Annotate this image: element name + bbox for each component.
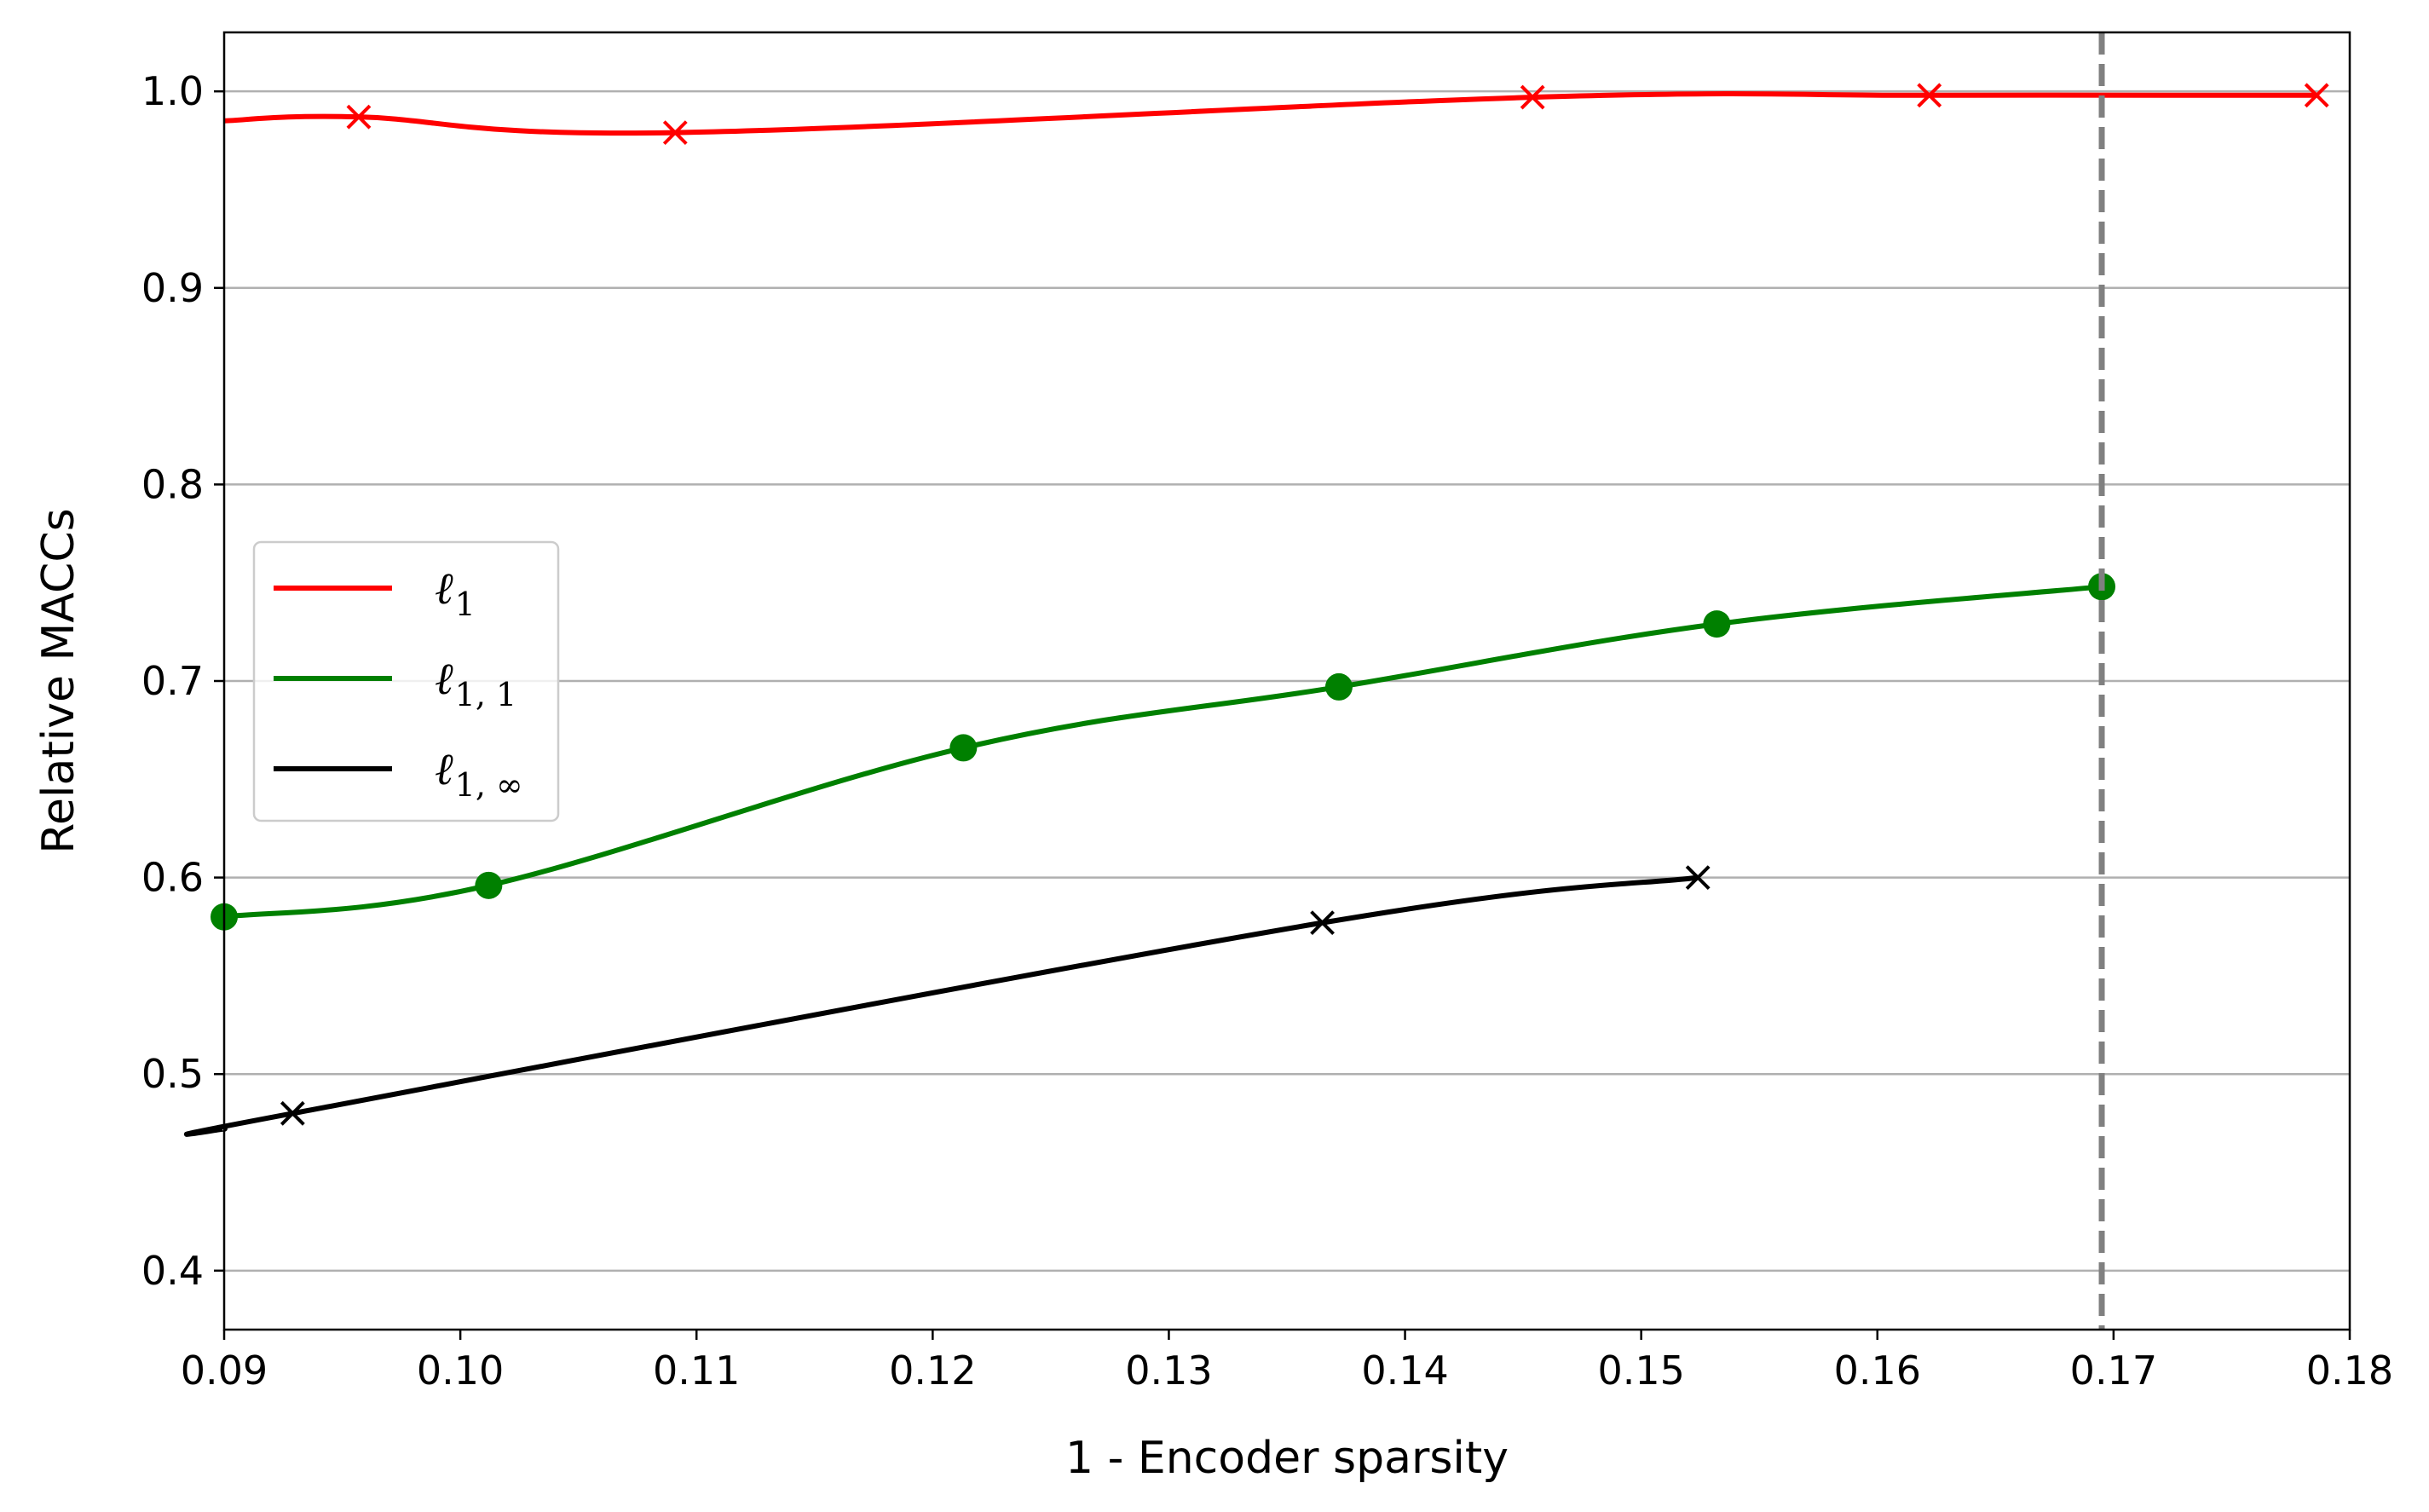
data-point [662,120,688,146]
y-tick-label: 0.9 [141,265,204,311]
data-point [1520,84,1545,110]
y-tick-label: 0.5 [141,1051,204,1097]
x-tick-label: 0.18 [2306,1348,2393,1394]
data-point [949,734,978,762]
y-tick-label: 0.4 [141,1248,204,1294]
legend-entry-base: ℓ [435,744,453,795]
y-axis-label: Relative MACCs [33,508,84,853]
legend-entry-base: ℓ [435,563,453,615]
axes: 0.4 0.5 0.6 0.7 0.8 0.9 1.0 0.09 0.10 0.11 0.12 0.1… [141,31,2393,1394]
data-point [1917,83,1942,108]
x-tick-label: 0.15 [1597,1348,1684,1394]
data-point [280,1100,305,1126]
series-line-1 [223,91,2317,136]
legend-box [252,540,560,822]
y-tick-label: 0.6 [141,855,204,901]
x-tick-label: 0.16 [1834,1348,1921,1394]
y-tick-label: 0.7 [141,658,204,704]
data-point [2304,83,2329,108]
grid [224,89,2350,1273]
legend-entry-subscript: 1, 1 [455,676,517,713]
series-line-3 [183,874,1699,1137]
x-tick-label: 0.17 [2070,1348,2157,1394]
x-tick-label: 0.11 [653,1348,740,1394]
data-point [1703,610,1731,638]
plot-area [183,32,2329,1330]
legend-entry-label: ℓ1 [435,563,476,623]
x-tick-label: 0.14 [1361,1348,1448,1394]
data-point [346,104,372,130]
legend-entry-subscript: 1 [455,586,476,623]
legend-entry-label: ℓ1, ∞ [435,744,523,804]
y-tick-label: 1.0 [141,68,204,114]
x-tick-label: 0.13 [1125,1348,1212,1394]
plot-frame [222,31,2351,1331]
legend-entry-base: ℓ [435,654,453,705]
data-point [1324,672,1353,701]
data-point [1685,865,1711,891]
data-point [1310,910,1335,936]
legend-entry-subscript: 1, ∞ [455,766,523,804]
x-axis-label: 1 - Encoder sparsity [1065,1433,1509,1484]
legend-entry-label: ℓ1, 1 [435,654,516,713]
x-tick-label: 0.09 [181,1348,268,1394]
x-tick-label: 0.10 [417,1348,504,1394]
x-tick-label: 0.12 [889,1348,976,1394]
data-point [475,871,503,899]
y-tick-label: 0.8 [141,461,204,507]
